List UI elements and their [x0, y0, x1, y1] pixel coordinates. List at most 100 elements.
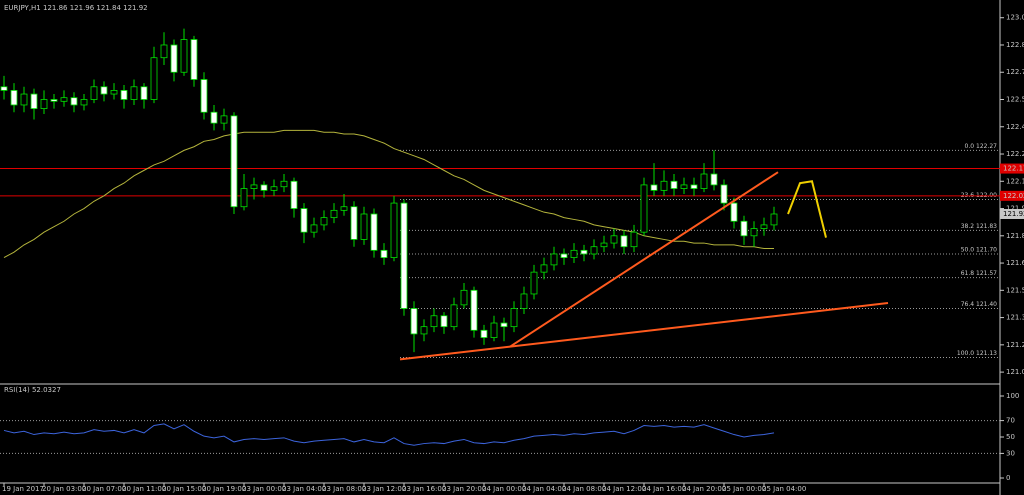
- candle-body: [660, 180, 668, 191]
- candle-body: [520, 293, 528, 309]
- candle-body: [180, 39, 188, 73]
- candle-body: [290, 180, 298, 209]
- candle-body: [530, 271, 538, 295]
- y-tick-label: 122.10: [1006, 177, 1024, 185]
- fib-label: 0.0 122.27: [965, 143, 998, 150]
- fib-label: 50.0 121.70: [961, 246, 997, 253]
- candle-body: [680, 184, 688, 189]
- candle-body: [270, 186, 278, 191]
- x-tick-label: 25 Jan 04:00: [762, 485, 806, 493]
- candle-body: [70, 97, 78, 106]
- x-tick-label: 20 Jan 15:00: [162, 485, 206, 493]
- candle-body: [610, 235, 618, 244]
- candle-body: [700, 173, 708, 189]
- candle-body: [430, 315, 438, 328]
- candle-body: [600, 242, 608, 248]
- x-tick-label: 23 Jan 12:00: [362, 485, 406, 493]
- candle-body: [30, 93, 38, 109]
- x-tick-label: 24 Jan 08:00: [562, 485, 606, 493]
- x-tick-label: 24 Jan 12:00: [602, 485, 646, 493]
- candle-body: [440, 315, 448, 328]
- x-tick-label: 24 Jan 00:00: [482, 485, 526, 493]
- candle-body: [370, 213, 378, 251]
- candle-body: [540, 264, 548, 273]
- x-tick-label: 23 Jan 08:00: [322, 485, 366, 493]
- y-tick-label: 70: [1006, 417, 1015, 425]
- candle-body: [670, 180, 678, 189]
- current-price-label: 121.92: [1003, 210, 1024, 218]
- candle-body: [360, 213, 368, 240]
- candle-body: [450, 304, 458, 328]
- trendline: [399, 302, 889, 361]
- candle-body: [10, 90, 18, 106]
- candle-body: [480, 329, 488, 338]
- y-tick-label: 122.55: [1006, 96, 1024, 104]
- price-level-box: [1000, 163, 1024, 174]
- y-tick-label: 30: [1006, 449, 1015, 457]
- x-tick-label: 24 Jan 20:00: [682, 485, 726, 493]
- candle-body: [410, 308, 418, 335]
- x-tick-label: 19 Jan 2017: [2, 485, 44, 493]
- x-tick-label: 23 Jan 00:00: [242, 485, 286, 493]
- candle-body: [230, 115, 238, 208]
- candle-body: [420, 326, 428, 335]
- y-tick-label: 122.85: [1006, 41, 1024, 49]
- candle-body: [590, 246, 598, 255]
- y-tick-label: 121.05: [1006, 368, 1024, 376]
- candle-body: [620, 235, 628, 248]
- candle-body: [710, 173, 718, 186]
- candle-body: [300, 208, 308, 233]
- candle-body: [350, 206, 358, 240]
- candle-body: [690, 184, 698, 189]
- candle-body: [340, 206, 348, 211]
- candle-body: [390, 202, 398, 259]
- indicator-title: RSI(14) 52.0327: [4, 386, 61, 394]
- candle-body: [510, 308, 518, 328]
- candle-body: [170, 44, 178, 73]
- candle-body: [0, 86, 8, 91]
- x-tick-label: 24 Jan 04:00: [522, 485, 566, 493]
- candle-body: [460, 289, 468, 306]
- x-tick-label: 23 Jan 04:00: [282, 485, 326, 493]
- candle-body: [720, 184, 728, 204]
- candle-body: [20, 93, 28, 106]
- candle-body: [330, 209, 338, 219]
- candle-body: [320, 217, 328, 226]
- candle-body: [130, 86, 138, 100]
- candle-body: [100, 86, 108, 95]
- candle-body: [740, 220, 748, 237]
- x-tick-label: 20 Jan 03:00: [42, 485, 86, 493]
- candle-body: [40, 99, 48, 109]
- candle-body: [490, 322, 498, 338]
- candle-body: [470, 289, 478, 331]
- x-tick-label: 24 Jan 16:00: [642, 485, 686, 493]
- candle-body: [560, 253, 568, 259]
- candle-body: [770, 213, 778, 226]
- y-tick-label: 0: [1006, 474, 1010, 482]
- candle-body: [120, 90, 128, 100]
- candle-body: [630, 231, 638, 248]
- x-tick-label: 20 Jan 19:00: [202, 485, 246, 493]
- x-tick-label: 23 Jan 20:00: [442, 485, 486, 493]
- y-tick-label: 100: [1006, 392, 1019, 400]
- y-tick-label: 121.95: [1006, 205, 1024, 213]
- candle-body: [150, 57, 158, 100]
- candle-body: [650, 184, 658, 191]
- fib-label: 38.2 121.83: [961, 223, 997, 230]
- x-tick-label: 20 Jan 11:00: [122, 485, 166, 493]
- candle-body: [60, 97, 68, 102]
- current-price-box: [1000, 208, 1024, 219]
- candle-body: [250, 184, 258, 189]
- candle-body: [260, 184, 268, 191]
- y-tick-label: 121.50: [1006, 286, 1024, 294]
- price-level-label: 122.17: [1003, 165, 1024, 173]
- candle-body: [160, 44, 168, 59]
- candle-body: [580, 249, 588, 255]
- candle-body: [750, 228, 758, 237]
- y-tick-label: 50: [1006, 433, 1015, 441]
- x-tick-label: 20 Jan 07:00: [82, 485, 126, 493]
- candle-body: [210, 111, 218, 124]
- x-tick-label: 23 Jan 16:00: [402, 485, 446, 493]
- candle-body: [220, 115, 228, 124]
